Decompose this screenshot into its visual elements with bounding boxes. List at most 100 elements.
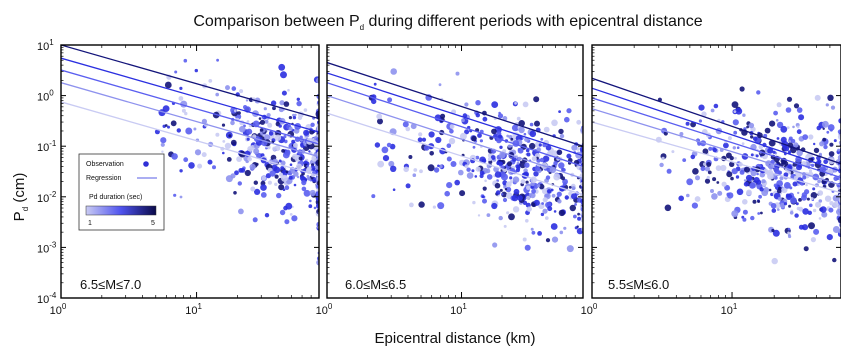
observation-point xyxy=(803,246,809,252)
observation-point xyxy=(804,189,810,195)
observation-point xyxy=(201,118,207,124)
observation-point xyxy=(776,121,784,129)
observation-point xyxy=(292,115,297,120)
observation-point xyxy=(446,156,452,162)
observation-point xyxy=(509,176,513,180)
observation-point xyxy=(306,166,312,172)
observation-point xyxy=(529,142,536,150)
observation-point xyxy=(817,179,821,184)
observation-point xyxy=(283,101,290,107)
observation-point xyxy=(551,119,558,127)
observation-point xyxy=(730,176,734,181)
observation-point xyxy=(160,137,167,144)
observation-point xyxy=(815,201,821,208)
observation-point xyxy=(429,151,435,156)
observation-point xyxy=(402,121,409,128)
observation-point xyxy=(252,217,258,223)
observation-point xyxy=(474,175,478,178)
figure-title: Comparison between Pd during different p… xyxy=(193,13,702,32)
observation-point xyxy=(798,206,804,212)
y-tick-label: 10-4 xyxy=(37,291,57,306)
observation-point xyxy=(312,167,316,171)
observation-point xyxy=(437,202,445,210)
observation-point xyxy=(264,134,271,141)
observation-point xyxy=(796,164,802,171)
observation-point xyxy=(499,145,503,149)
observation-point xyxy=(263,107,267,111)
observation-point xyxy=(794,213,799,218)
observation-point xyxy=(732,119,739,126)
observation-point xyxy=(810,197,814,201)
observation-point xyxy=(691,202,699,209)
observation-point xyxy=(545,175,551,180)
observation-point xyxy=(756,90,761,95)
observation-point xyxy=(491,128,497,135)
observation-point xyxy=(798,114,805,121)
observation-point xyxy=(736,188,744,196)
observation-point xyxy=(303,129,310,136)
observation-point xyxy=(173,193,177,197)
observation-point xyxy=(553,173,561,181)
observation-point xyxy=(238,208,244,215)
observation-point xyxy=(706,162,712,167)
observation-point xyxy=(576,225,579,228)
observation-point xyxy=(245,99,249,102)
observation-point xyxy=(506,134,510,138)
observation-point xyxy=(698,104,705,111)
observation-point xyxy=(659,162,664,168)
observation-point xyxy=(698,119,703,123)
observation-point xyxy=(412,173,417,177)
observation-point xyxy=(284,150,291,156)
observation-point xyxy=(482,116,488,122)
observation-point xyxy=(230,120,235,126)
observation-point xyxy=(505,181,512,188)
observation-point xyxy=(700,166,706,172)
observation-point xyxy=(746,189,752,196)
observation-point xyxy=(711,193,718,200)
observation-point xyxy=(233,109,237,113)
observation-point xyxy=(537,184,541,188)
observation-point xyxy=(501,191,507,198)
observation-point xyxy=(450,161,457,167)
observation-point xyxy=(390,165,397,172)
observation-point xyxy=(770,203,777,209)
observation-point xyxy=(749,182,756,189)
observation-point xyxy=(440,113,446,119)
observation-point xyxy=(701,111,707,117)
observation-point xyxy=(279,209,286,216)
observation-point xyxy=(216,58,220,62)
observation-point xyxy=(710,108,715,113)
observation-point xyxy=(287,88,290,92)
observation-point xyxy=(536,147,541,152)
observation-point xyxy=(712,177,717,182)
observation-point xyxy=(243,105,248,110)
observation-point xyxy=(267,122,273,128)
observation-point xyxy=(170,120,177,127)
observation-point xyxy=(733,130,738,135)
observation-point xyxy=(783,172,789,178)
observation-point xyxy=(806,197,810,201)
observation-point xyxy=(208,79,213,83)
observation-point xyxy=(739,86,745,92)
observation-point xyxy=(303,189,311,197)
observation-point xyxy=(556,149,563,156)
observation-point xyxy=(240,168,246,173)
observation-point xyxy=(832,257,837,263)
observation-point xyxy=(247,146,253,152)
observation-point xyxy=(808,169,813,173)
observation-point xyxy=(505,186,512,193)
observation-point xyxy=(787,170,791,175)
observation-point xyxy=(678,195,684,202)
observation-point xyxy=(563,182,567,186)
observation-point xyxy=(444,190,451,197)
observation-point xyxy=(516,166,521,171)
observation-point xyxy=(303,108,308,112)
observation-point xyxy=(482,186,487,191)
observation-point xyxy=(520,179,526,185)
observation-point xyxy=(742,199,748,205)
observation-point xyxy=(780,162,784,167)
observation-point xyxy=(569,204,576,212)
regression-line-duration-5 xyxy=(592,77,841,165)
observation-point xyxy=(579,146,583,153)
observation-point xyxy=(517,147,524,154)
